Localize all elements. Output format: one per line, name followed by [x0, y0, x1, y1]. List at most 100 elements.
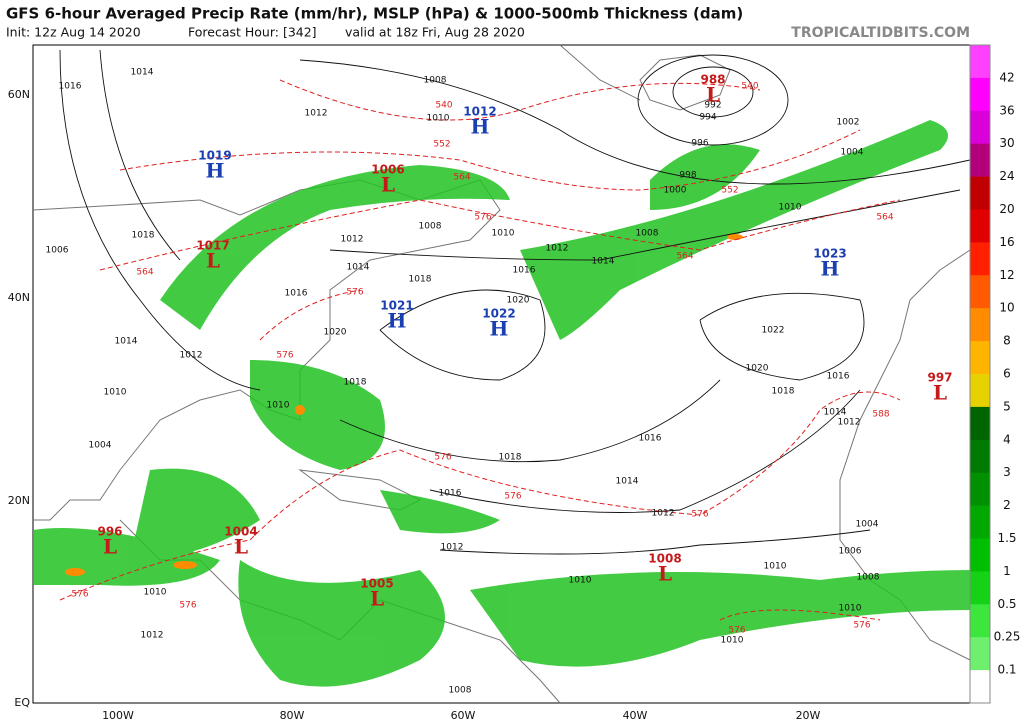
lat-label: 40N: [8, 291, 30, 304]
colorbar-cell: [970, 77, 990, 112]
thickness-label: 564: [876, 213, 893, 223]
colorbar-cell: [970, 45, 990, 79]
isobar-label: 1010: [427, 114, 450, 124]
thickness-label: 564: [136, 268, 153, 278]
isobar-label: 1010: [267, 401, 290, 411]
isobar-label: 992: [704, 101, 721, 111]
lon-label: 100W: [102, 709, 134, 722]
colorbar-cell: [970, 110, 990, 145]
isobar-label: 1014: [616, 477, 639, 487]
colorbar-frame: [969, 44, 991, 704]
colorbar-label: 0.5: [997, 597, 1016, 611]
isobar-label: 1020: [746, 364, 769, 374]
colorbar-cell: [970, 209, 990, 243]
pressure-value: 1022: [482, 307, 515, 321]
colorbar-cell: [970, 604, 990, 638]
thickness-label: 540: [435, 101, 452, 111]
colorbar: 42 36 30 24 20 16 12 10 8 6 5 4 3 2 1.5 1 0.5 0.25 0.1: [969, 44, 1021, 704]
thickness-label: 576: [276, 351, 293, 361]
colorbar-cell: [970, 637, 990, 671]
colorbar-label: 1.5: [997, 531, 1016, 545]
site-name: TROPICALTIDBITS.COM: [791, 25, 970, 41]
pressure-value: 988: [700, 73, 725, 87]
isobar-label: 1006: [46, 246, 69, 256]
pressure-value: 996: [97, 525, 122, 539]
pressure-value: 1021: [380, 299, 413, 313]
pressure-center: L: [933, 381, 947, 405]
isobar-label: 1016: [439, 489, 462, 499]
thickness-label: 576: [728, 626, 745, 636]
lat-label: EQ: [14, 696, 30, 709]
isobar-label: 1014: [115, 337, 138, 347]
colorbar-cell: [970, 143, 990, 178]
colorbar-cell: [970, 275, 990, 309]
forecast-hour: Forecast Hour: [342]: [188, 25, 317, 40]
isobar-label: 1012: [838, 418, 861, 428]
pressure-value: 997: [927, 371, 952, 385]
thickness-label: 576: [691, 510, 708, 520]
lon-label: 80W: [280, 709, 305, 722]
isobar-label: 1016: [827, 372, 850, 382]
isobar-label: 1016: [59, 82, 82, 92]
thickness-label: 540: [741, 82, 758, 92]
pressure-value: 1017: [196, 239, 229, 253]
isobar-label: 1010: [779, 203, 802, 213]
isobar-label: 1018: [409, 275, 432, 285]
colorbar-cell: [970, 505, 990, 539]
isobar-label: 1010: [764, 562, 787, 572]
colorbar-label: 0.25: [994, 630, 1021, 644]
isobar-label: 1012: [546, 244, 569, 254]
isobar-label: 1022: [762, 326, 785, 336]
pressure-center: H: [821, 257, 840, 281]
isobar-label: 1016: [639, 434, 662, 444]
thickness-label: 576: [71, 590, 88, 600]
colorbar-label: 8: [1003, 334, 1011, 348]
pressure-value: 1023: [813, 247, 846, 261]
isobar-label: 1010: [104, 388, 127, 398]
thickness-label: 552: [721, 186, 738, 196]
pressure-value: 1012: [463, 105, 496, 119]
colorbar-cell: [970, 374, 990, 408]
colorbar-cell: [970, 176, 990, 210]
pressure-center: H: [471, 115, 490, 139]
colorbar-label: 2: [1003, 498, 1011, 512]
colorbar-label: 5: [1003, 399, 1011, 413]
pressure-center: L: [658, 562, 672, 586]
isobar-label: 1012: [180, 351, 203, 361]
thickness-label: 552: [433, 140, 450, 150]
isobar-label: 1012: [141, 631, 164, 641]
pressure-center: L: [370, 587, 384, 611]
isobar-label: 1010: [492, 229, 515, 239]
colorbar-cell: [970, 439, 990, 474]
colorbar-cell: [970, 670, 990, 704]
colorbar-cell: [970, 472, 990, 507]
colorbar-cell: [970, 406, 990, 441]
isobar-label: 1002: [837, 118, 860, 128]
thickness-label: 576: [504, 492, 521, 502]
lon-label: 20W: [796, 709, 821, 722]
colorbar-cell: [970, 308, 990, 342]
isobar-label: 1014: [592, 257, 615, 267]
isobar-label: 1012: [341, 235, 364, 245]
isobar-label: 994: [699, 113, 716, 123]
map-area: [32, 44, 971, 704]
isobar-label: 1016: [513, 266, 536, 276]
isobar-label: 1014: [347, 263, 370, 273]
lon-label: 60W: [451, 709, 476, 722]
precip-areas: [33, 120, 970, 687]
isobar-label: 998: [679, 171, 696, 181]
pressure-value: 1019: [198, 149, 231, 163]
pressure-center: L: [206, 249, 220, 273]
pressure-center: L: [103, 535, 117, 559]
pressure-center: H: [490, 317, 509, 341]
pressure-center: L: [706, 83, 720, 107]
colorbar-label: 12: [999, 268, 1014, 282]
isobar-label: 1000: [664, 186, 687, 196]
colorbar-label: 10: [999, 301, 1014, 315]
isobar-label: 1014: [131, 68, 154, 78]
thickness-label: 576: [474, 213, 491, 223]
isobar-label: 1004: [856, 520, 879, 530]
isobar-label: 1010: [839, 604, 862, 614]
